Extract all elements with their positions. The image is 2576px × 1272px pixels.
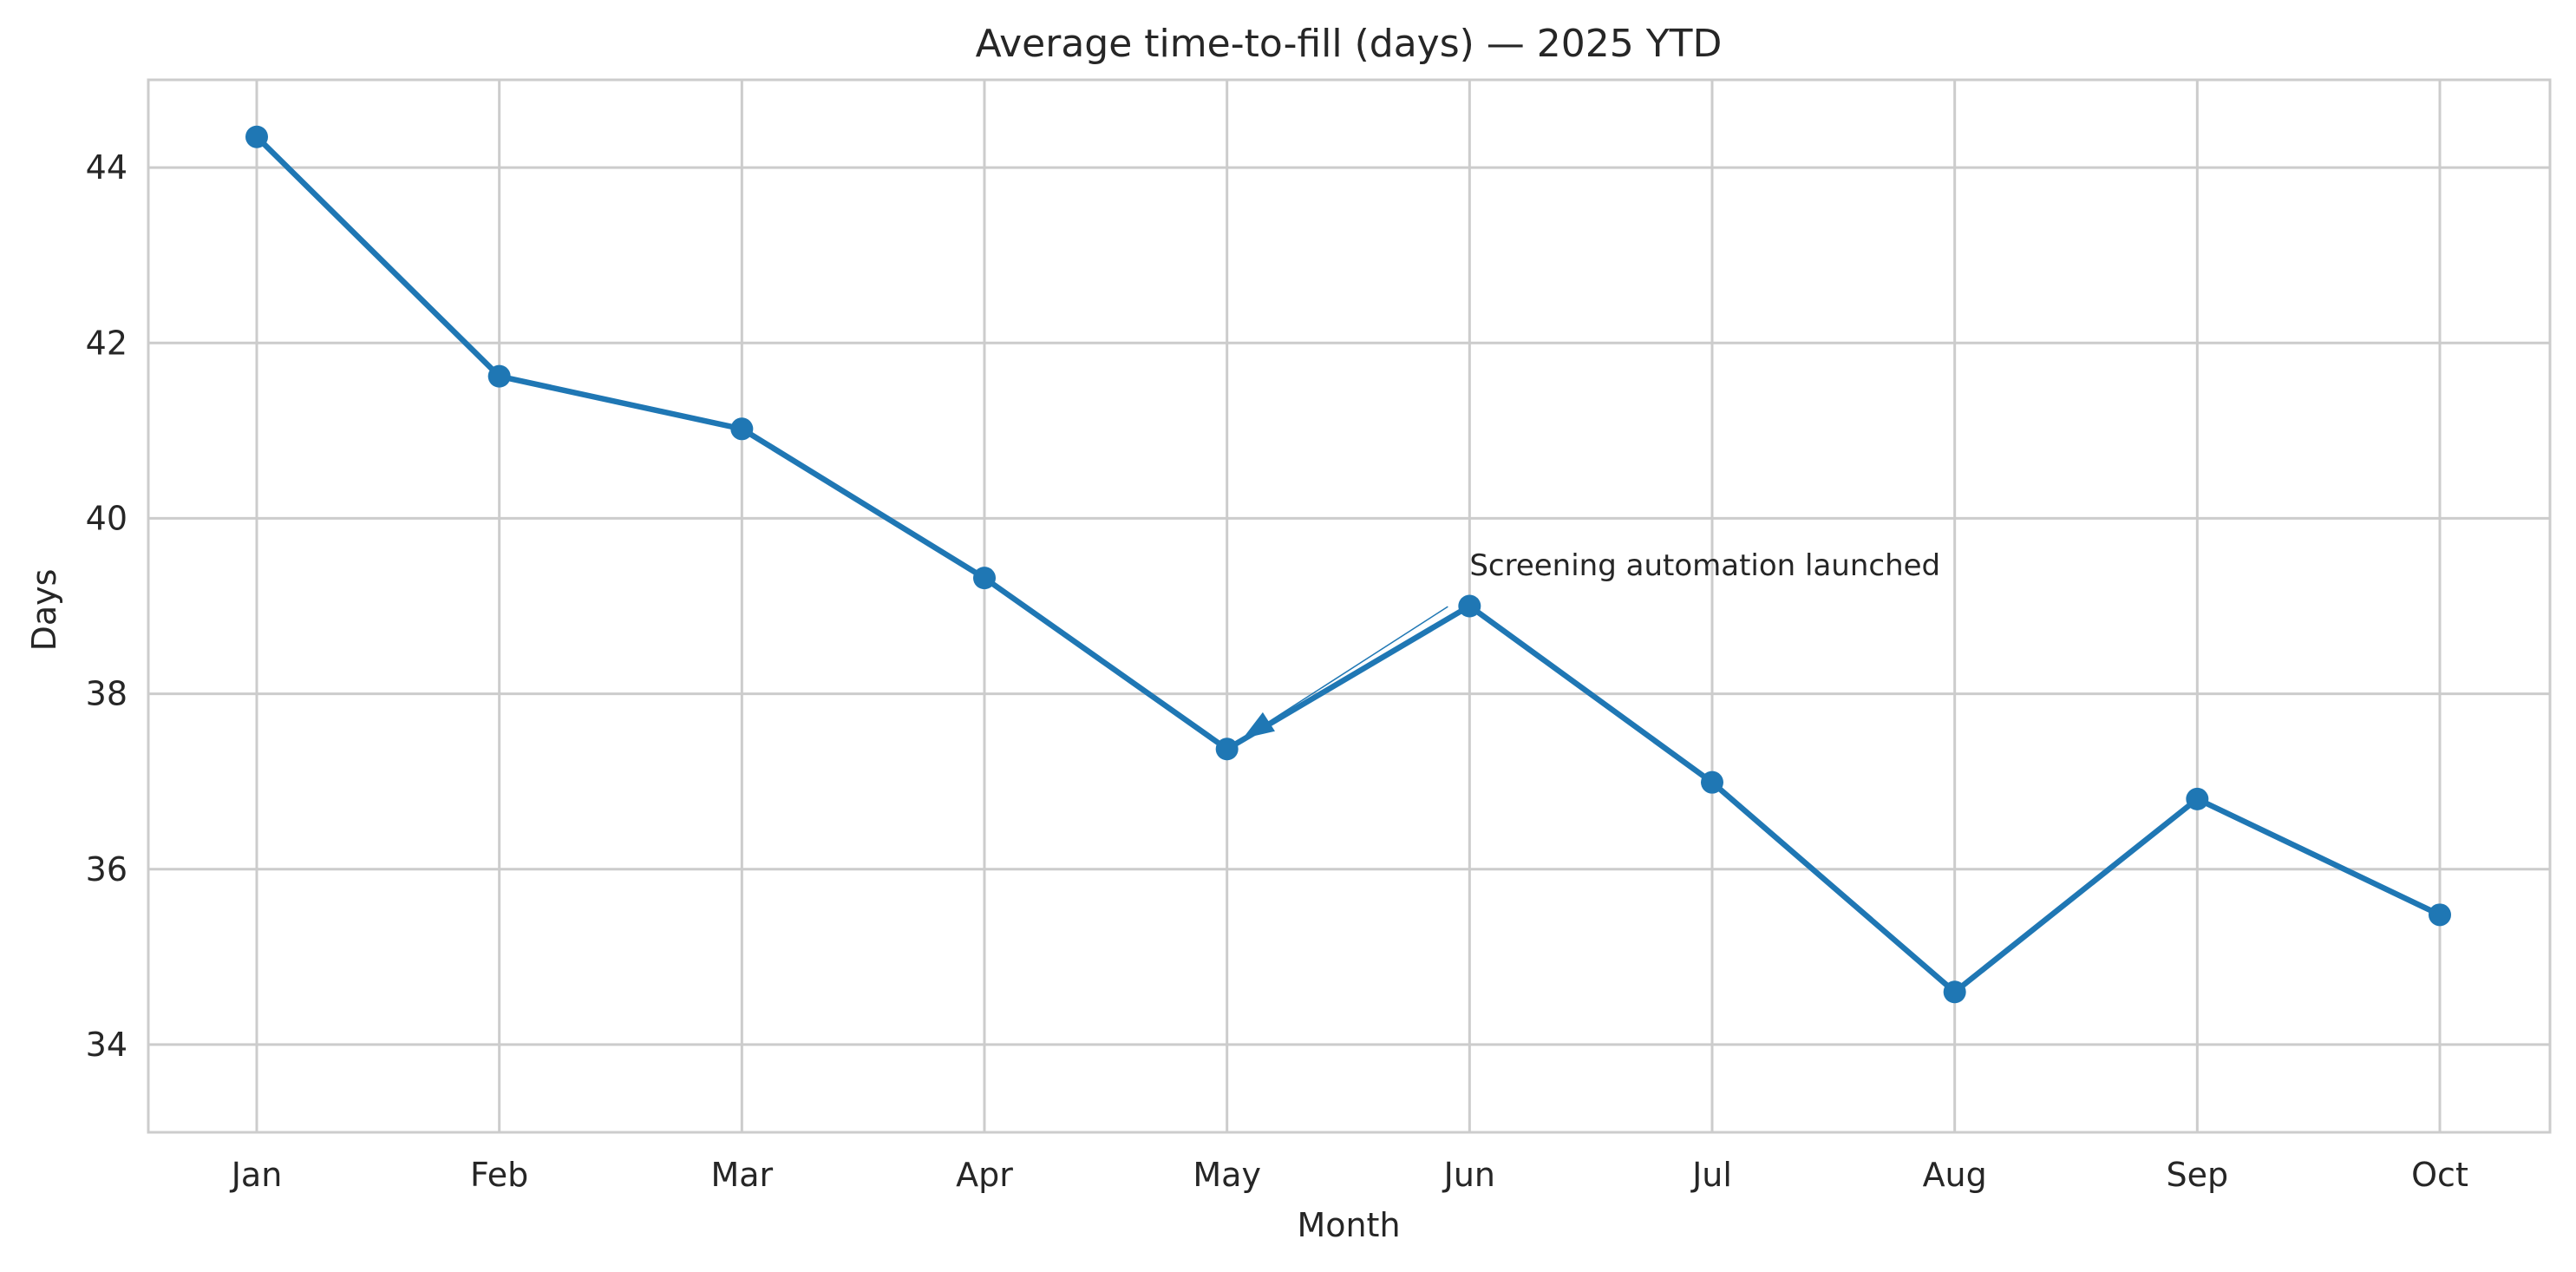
x-tick-label: Mar <box>710 1156 773 1194</box>
tick-labels: 34 36 38 40 42 44 Jan Feb Mar Apr May Jun Jul Aug Sep O… <box>86 148 2468 1194</box>
plot-area-frame <box>147 78 2552 1134</box>
annotation: Screening automation launched <box>1242 548 1940 739</box>
x-tick-label: Aug <box>1923 1156 1987 1194</box>
y-tick-label: 42 <box>86 324 127 362</box>
x-tick-label: Jul <box>1690 1156 1732 1194</box>
data-point <box>1215 738 1239 761</box>
y-tick-label: 40 <box>86 499 127 537</box>
annotation-text: Screening automation launched <box>1469 548 1940 583</box>
data-point <box>1701 770 1723 794</box>
y-tick-label: 44 <box>86 148 127 187</box>
y-axis-label: Days <box>25 569 63 652</box>
x-tick-label: Sep <box>2167 1156 2229 1194</box>
data-point <box>2186 787 2209 810</box>
y-tick-label: 38 <box>86 675 127 713</box>
series-layer <box>245 125 2451 1004</box>
x-tick-label: Jun <box>1442 1156 1495 1194</box>
series-line <box>253 134 2443 995</box>
x-tick-label: Jan <box>230 1156 283 1194</box>
y-tick-label: 34 <box>86 1026 127 1064</box>
data-point <box>1458 594 1481 618</box>
x-tick-label: Apr <box>956 1156 1013 1194</box>
x-tick-label: May <box>1193 1156 1261 1194</box>
data-point <box>973 567 996 590</box>
data-point <box>1943 980 1966 1004</box>
x-tick-label: Feb <box>470 1156 528 1194</box>
annotation-arrow-line <box>1242 606 1448 739</box>
data-point <box>730 417 754 441</box>
grid-lines <box>148 80 2550 1132</box>
data-point <box>487 364 511 388</box>
x-axis-label: Month <box>1297 1206 1400 1244</box>
chart-title: Average time-to-fill (days) — 2025 YTD <box>976 22 1723 66</box>
data-point <box>245 125 268 148</box>
data-point <box>2429 903 2451 927</box>
annotation-arrow-head <box>1242 711 1275 739</box>
x-tick-label: Oct <box>2411 1156 2468 1194</box>
y-tick-label: 36 <box>86 850 127 888</box>
